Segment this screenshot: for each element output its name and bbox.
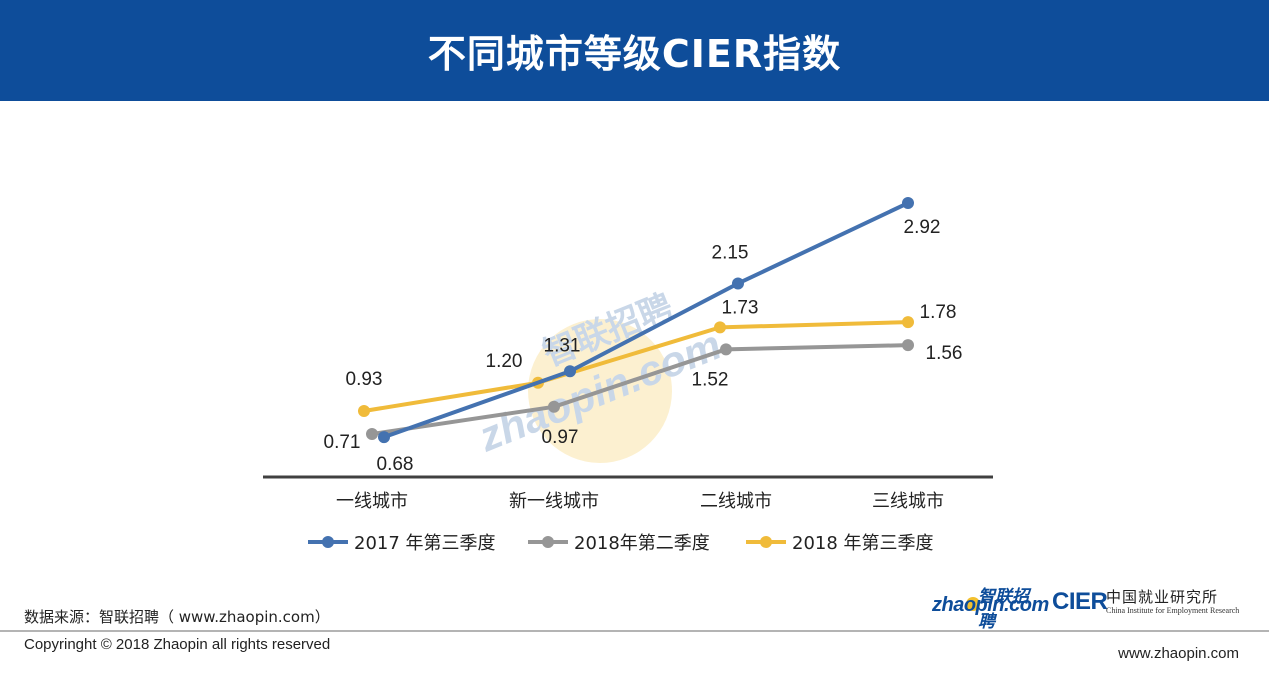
- data-label: 1.31: [544, 335, 581, 356]
- data-source: 数据来源：智联招聘（ www.zhaopin.com）: [24, 608, 330, 626]
- data-label: 1.73: [722, 297, 759, 318]
- data-label: 2.15: [712, 242, 749, 263]
- legend-label: 2018 年第三季度: [792, 533, 934, 554]
- data-point: [720, 343, 732, 356]
- legend: 2017 年第三季度 2018年第二季度 2018 年第三季度: [308, 533, 934, 554]
- x-tick-label: 二线城市: [700, 491, 772, 512]
- zhaopin-logo: 智联招聘 zhaopin.com: [930, 582, 1049, 632]
- data-label: 0.93: [346, 369, 383, 390]
- x-tick-label: 新一线城市: [509, 491, 599, 512]
- data-point: [714, 321, 726, 334]
- legend-label: 2018年第二季度: [574, 533, 710, 554]
- series-line-3: [363, 320, 909, 413]
- data-point: [378, 431, 390, 444]
- data-label: 0.71: [324, 432, 361, 453]
- data-point: [564, 365, 576, 378]
- cier-logo-cn: 中国就业研究所: [1106, 588, 1219, 606]
- title-banner: 不同城市等级CIER指数: [0, 0, 1269, 101]
- cier-logo: CIER: [1052, 588, 1108, 615]
- data-label: 0.97: [542, 427, 579, 448]
- footer-divider: [0, 630, 1269, 632]
- series-line-2: [371, 343, 909, 436]
- data-point: [902, 339, 914, 352]
- legend-label: 2017 年第三季度: [354, 533, 496, 554]
- website-link[interactable]: www.zhaopin.com: [1118, 645, 1239, 662]
- zhaopin-logo-dot: [966, 597, 980, 611]
- zhaopin-logo-cn: 智联招聘: [978, 587, 1029, 632]
- copyright: Copyringht © 2018 Zhaopin all rights res…: [24, 636, 331, 653]
- data-label: 1.78: [920, 302, 957, 323]
- data-label: 0.68: [377, 454, 414, 475]
- legend-marker: [542, 536, 554, 548]
- logos: 智联招聘 zhaopin.com CIER 中国就业研究所 China Inst…: [930, 580, 1250, 632]
- data-label: 1.20: [486, 351, 523, 372]
- data-point: [732, 277, 744, 290]
- cier-logo-en: China Institute for Employment Research: [1106, 606, 1240, 615]
- data-label: 2.92: [904, 217, 941, 238]
- data-label: 1.52: [692, 369, 729, 390]
- data-label: 1.56: [926, 343, 963, 364]
- data-point: [902, 316, 914, 329]
- legend-marker: [760, 536, 772, 548]
- data-point: [902, 197, 914, 210]
- zhaopin-logo-en: zhaopin.com: [932, 594, 1049, 616]
- line-chart: 智联招聘 zhaopin.com 0.71 0.971.521.560.931.2…: [263, 197, 993, 554]
- x-tick-label: 三线城市: [872, 491, 944, 512]
- page-title: 不同城市等级CIER指数: [427, 32, 842, 76]
- data-point: [366, 427, 378, 440]
- legend-marker: [322, 536, 334, 548]
- data-point: [358, 404, 370, 417]
- series-line-1: [383, 201, 909, 439]
- data-point: [548, 400, 560, 413]
- x-tick-label: 一线城市: [336, 491, 408, 512]
